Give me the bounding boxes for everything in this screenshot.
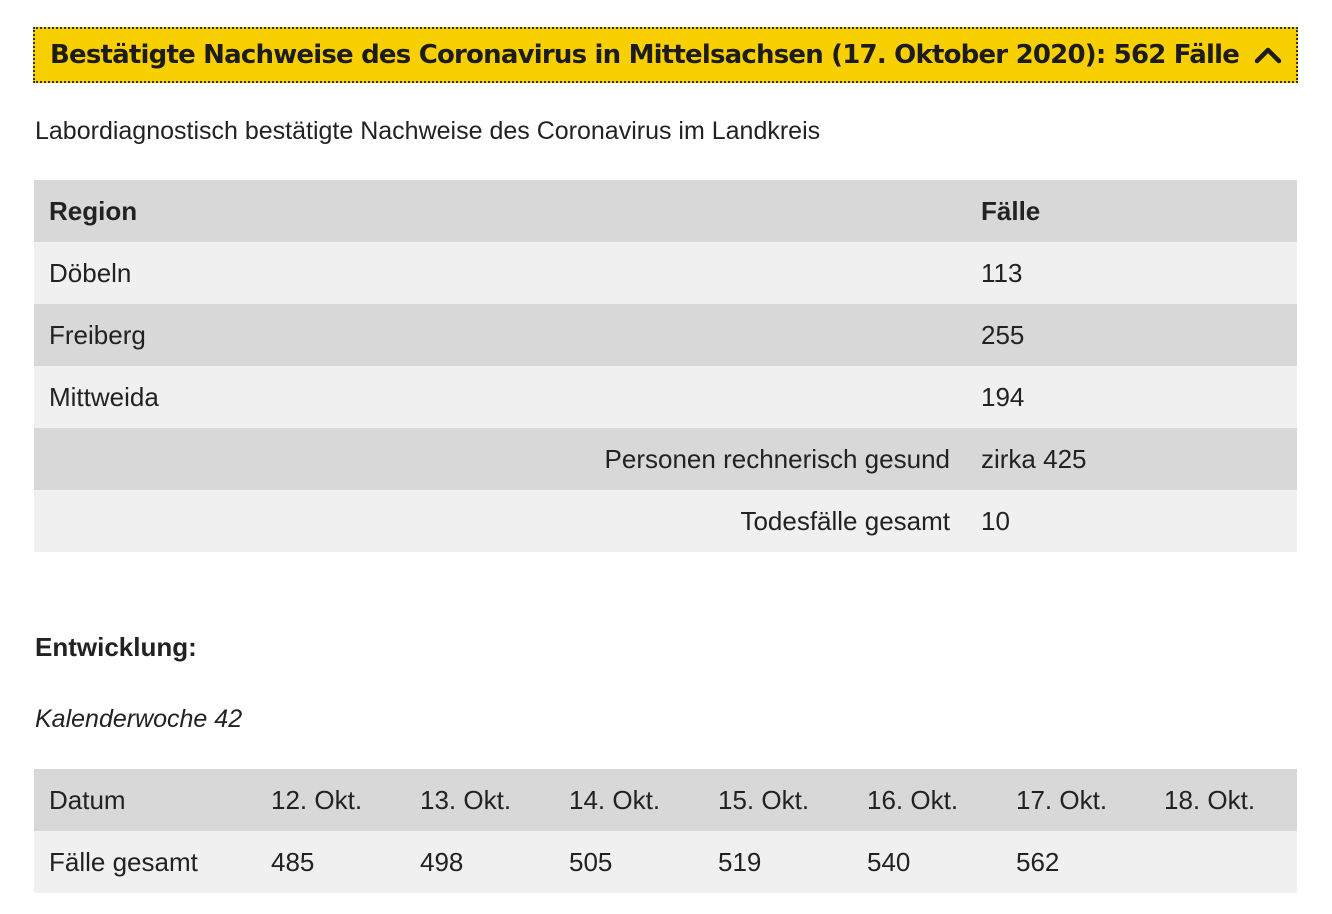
development-table: Datum 12. Okt. 13. Okt. 14. Okt. 15. Okt… (34, 769, 1297, 893)
development-heading: Entwicklung: (35, 632, 197, 662)
summary-row-deaths: Todesfälle gesamt 10 (34, 490, 1297, 552)
summary-value: zirka 425 (981, 443, 1087, 474)
cases-total-row: Fälle gesamt 485 498 505 519 540 562 (34, 831, 1297, 893)
date-cell: 18. Okt. (1164, 784, 1256, 815)
region-cases-table: Region Fälle Döbeln 113 Freiberg 255 Mit… (34, 180, 1297, 552)
table-header-row: Region Fälle (34, 180, 1297, 242)
date-header-row: Datum 12. Okt. 13. Okt. 14. Okt. 15. Okt… (34, 769, 1297, 831)
date-row-label: Datum (49, 784, 126, 815)
cases-cell: 485 (271, 846, 315, 877)
date-cell: 15. Okt. (718, 784, 810, 815)
summary-label: Todesfälle gesamt (740, 505, 950, 536)
column-header-cases: Fälle (981, 195, 1041, 226)
chevron-up-icon[interactable] (1240, 35, 1296, 75)
region-name: Freiberg (49, 319, 146, 350)
region-cases: 113 (981, 257, 1023, 288)
summary-label: Personen rechnerisch gesund (604, 443, 950, 474)
cases-cell: 505 (569, 846, 613, 877)
region-cases: 255 (981, 319, 1025, 350)
region-name: Mittweida (49, 381, 159, 412)
date-cell: 14. Okt. (569, 784, 661, 815)
column-header-region: Region (49, 195, 138, 226)
calendar-week-label: Kalenderwoche 42 (35, 705, 243, 733)
cases-cell: 562 (1016, 846, 1060, 877)
date-cell: 13. Okt. (420, 784, 512, 815)
cases-row-label: Fälle gesamt (49, 846, 198, 877)
summary-row-recovered: Personen rechnerisch gesund zirka 425 (34, 428, 1297, 490)
intro-text: Labordiagnostisch bestätigte Nachweise d… (35, 117, 821, 145)
table-row: Mittweida 194 (34, 366, 1297, 428)
accordion-header[interactable]: Bestätigte Nachweise des Coronavirus in … (33, 27, 1298, 83)
cases-cell: 540 (867, 846, 911, 877)
date-cell: 17. Okt. (1016, 784, 1108, 815)
table-row: Freiberg 255 (34, 304, 1297, 366)
region-name: Döbeln (49, 257, 132, 288)
cases-cell: 519 (718, 846, 762, 877)
accordion-title: Bestätigte Nachweise des Coronavirus in … (50, 40, 1240, 70)
date-cell: 12. Okt. (271, 784, 363, 815)
summary-value: 10 (981, 505, 1010, 536)
region-cases: 194 (981, 381, 1025, 412)
cases-cell: 498 (420, 846, 464, 877)
date-cell: 16. Okt. (867, 784, 959, 815)
cases-cell (1149, 831, 1297, 893)
table-row: Döbeln 113 (34, 242, 1297, 304)
